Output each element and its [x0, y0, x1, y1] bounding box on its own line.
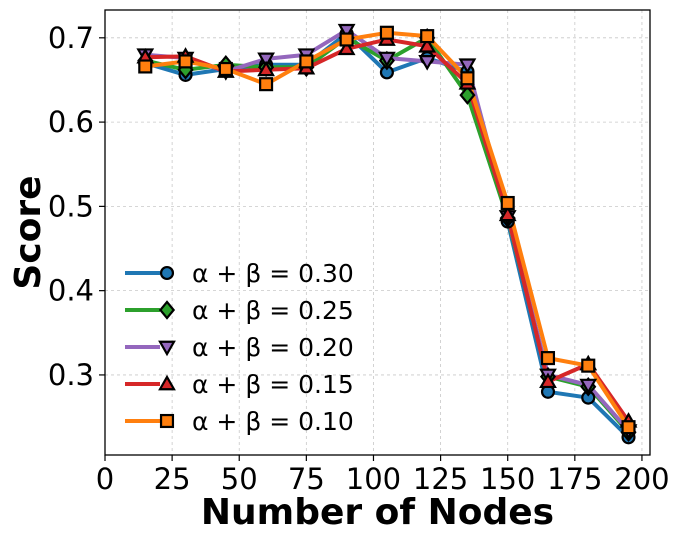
- data-point-marker: [460, 71, 475, 86]
- data-point-marker: [339, 32, 354, 47]
- legend: α + β = 0.30 α + β = 0.25 α + β = 0.20 α + …: [125, 259, 354, 436]
- legend-marker: [159, 265, 175, 281]
- data-point-marker: [337, 23, 356, 40]
- data-point-marker: [579, 378, 598, 395]
- legend-marker: [159, 413, 175, 429]
- x-tick-label: 75: [288, 462, 325, 496]
- data-point-marker: [540, 351, 556, 366]
- data-point-marker: [378, 51, 396, 68]
- data-point-marker: [539, 372, 557, 389]
- legend-marker: [158, 340, 176, 357]
- data-point-marker: [420, 29, 435, 44]
- data-point-marker: [500, 195, 515, 211]
- data-point-marker: [621, 420, 636, 435]
- data-point-marker: [178, 54, 193, 69]
- data-point-marker: [459, 85, 476, 105]
- legend-label: α + β = 0.20: [192, 333, 354, 362]
- data-point-marker: [257, 52, 275, 69]
- data-point-marker: [257, 60, 275, 77]
- x-tick-label: 150: [480, 462, 535, 496]
- data-point-marker: [418, 55, 437, 71]
- x-tick-label: 175: [547, 462, 602, 496]
- x-tick-label: 200: [614, 462, 669, 496]
- x-tick-label: 50: [221, 462, 258, 496]
- data-point-marker: [498, 205, 517, 222]
- legend-label: α + β = 0.30: [192, 259, 354, 288]
- data-point-marker: [218, 61, 233, 77]
- series-line: [145, 30, 631, 429]
- plot-frame: [104, 9, 651, 456]
- x-tick-label: 125: [413, 462, 468, 496]
- data-point-marker: [299, 54, 314, 69]
- data-point-marker: [138, 59, 153, 74]
- data-point-marker: [458, 58, 477, 74]
- x-axis-title: Number of Nodes: [201, 492, 554, 533]
- x-tick-label: 25: [154, 462, 191, 496]
- data-point-marker: [259, 77, 274, 92]
- y-tick-label: 0.3: [48, 358, 94, 392]
- grid-lines: [104, 10, 650, 455]
- y-tick-label: 0.4: [48, 274, 94, 308]
- data-point-marker: [379, 25, 394, 40]
- data-point-marker: [337, 39, 356, 56]
- y-tick-label: 0.7: [48, 21, 94, 55]
- x-axis-ticks: 0 25 50 75 100 125 150 175 200: [96, 455, 670, 496]
- y-axis-ticks: 0.3 0.4 0.5 0.6 0.7: [48, 21, 105, 392]
- series-line: [145, 37, 631, 423]
- legend-marker: [158, 300, 176, 320]
- legend-label: α + β = 0.25: [192, 296, 354, 325]
- y-tick-label: 0.6: [48, 105, 94, 139]
- legend-marker: [158, 374, 176, 391]
- data-point-marker: [418, 37, 437, 53]
- legend-label: α + β = 0.15: [192, 370, 354, 399]
- legend-label: α + β = 0.10: [192, 407, 354, 436]
- x-tick-label: 0: [96, 462, 114, 496]
- x-tick-label: 100: [346, 462, 401, 496]
- series-markers: [136, 23, 638, 445]
- y-tick-label: 0.5: [48, 189, 94, 223]
- y-axis-title: Score: [8, 175, 49, 289]
- data-point-marker: [581, 358, 596, 373]
